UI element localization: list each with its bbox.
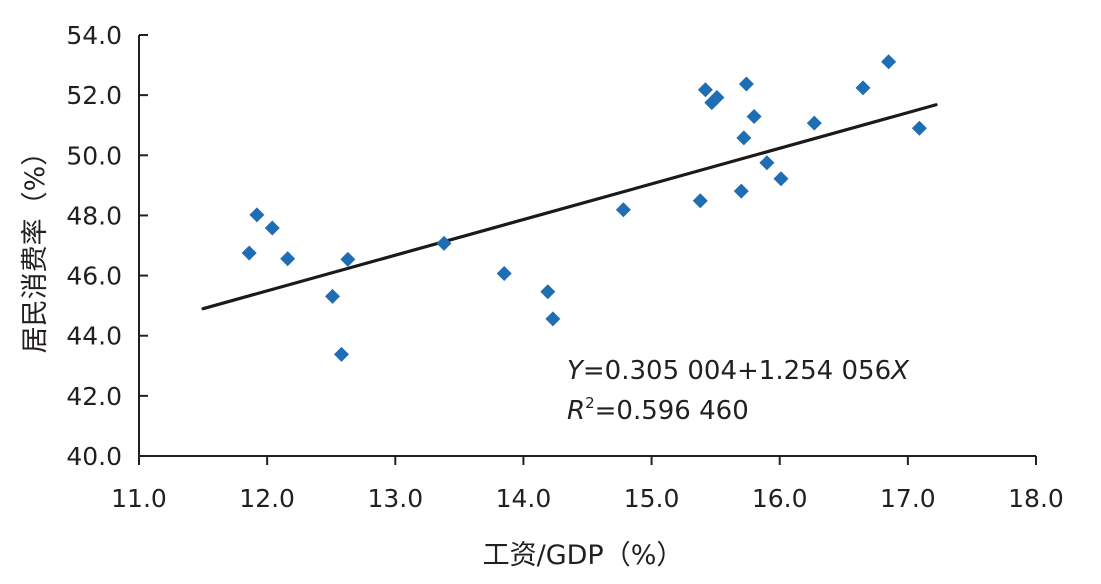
x-tick-label: 15.0 (624, 484, 680, 513)
data-point (280, 251, 296, 267)
data-point (911, 120, 927, 136)
x-tick-label: 16.0 (752, 484, 808, 513)
data-point (545, 311, 561, 327)
equation-x-symbol: X (889, 356, 910, 386)
data-point (692, 193, 708, 209)
y-tick-label: 44.0 (66, 322, 122, 351)
data-point (241, 245, 257, 261)
data-point (855, 80, 871, 96)
data-point (333, 346, 349, 362)
data-point (264, 220, 280, 236)
y-ticks: 40.0 42.0 44.0 46.0 48.0 50.0 52.0 54.0 (66, 21, 148, 471)
r-symbol: R (567, 396, 585, 426)
data-point (249, 207, 265, 223)
x-tick-label: 14.0 (496, 484, 552, 513)
data-point (759, 155, 775, 171)
y-tick-label: 42.0 (66, 382, 122, 411)
y-tick-label: 48.0 (66, 201, 122, 230)
r-squared-label: R2=0.596 460 (567, 394, 749, 426)
data-point (709, 90, 725, 106)
data-point (540, 284, 556, 300)
data-point (738, 76, 754, 92)
y-tick-label: 54.0 (66, 21, 122, 50)
y-tick-label: 46.0 (66, 262, 122, 291)
y-tick-label: 40.0 (66, 442, 122, 471)
data-point (746, 108, 762, 124)
equation-y-symbol: Y (567, 356, 585, 386)
x-tick-label: 18.0 (1008, 484, 1064, 513)
x-tick-label: 13.0 (367, 484, 423, 513)
data-point (436, 235, 452, 251)
data-point (773, 171, 789, 187)
r-squared-value: =0.596 460 (595, 396, 749, 426)
data-point (697, 82, 713, 98)
regression-equation: Y=0.305 004+1.254 056X (567, 356, 910, 386)
y-axis-title: 居民消费率（%） (20, 139, 51, 354)
data-points (241, 54, 927, 362)
data-point (736, 130, 752, 146)
x-tick-label: 11.0 (111, 484, 167, 513)
y-tick-label: 50.0 (66, 141, 122, 170)
data-point (881, 54, 897, 70)
data-point (496, 265, 512, 281)
data-point (806, 115, 822, 131)
x-axis-title: 工资/GDP（%） (483, 540, 684, 571)
x-ticks: 11.0 12.0 13.0 14.0 15.0 16.0 17.0 18.0 (111, 456, 1064, 513)
x-tick-label: 12.0 (239, 484, 295, 513)
trendline (201, 103, 938, 311)
x-tick-label: 17.0 (880, 484, 936, 513)
equation-body: =0.305 004+1.254 056 (583, 356, 891, 386)
axes (138, 35, 1036, 457)
trendline-group (201, 103, 938, 311)
y-tick-label: 52.0 (66, 81, 122, 110)
r-superscript: 2 (585, 394, 595, 412)
data-point (615, 202, 631, 218)
data-point (324, 288, 340, 304)
data-point (340, 251, 356, 267)
data-point (733, 183, 749, 199)
